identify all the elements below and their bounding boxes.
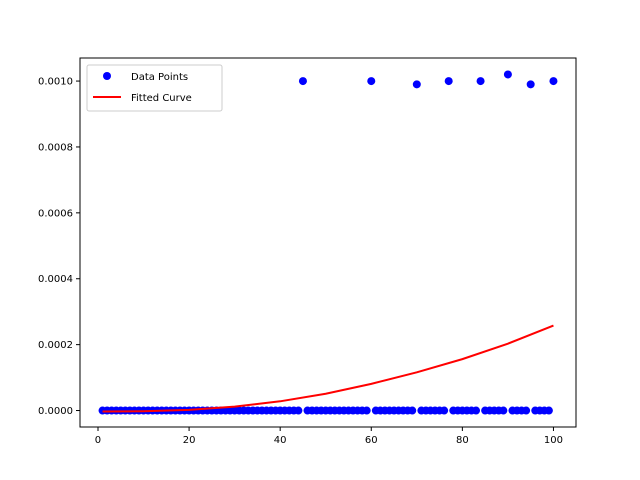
y-tick-label: 0.0002 <box>38 340 73 351</box>
data-point <box>440 406 449 415</box>
legend-label-data-points: Data Points <box>131 72 188 83</box>
y-tick-label: 0.0008 <box>38 142 73 153</box>
data-point <box>522 406 531 415</box>
x-tick-label: 40 <box>274 435 287 446</box>
data-point-high <box>503 70 512 79</box>
y-tick-label: 0.0000 <box>38 406 73 417</box>
x-tick-label: 20 <box>183 435 196 446</box>
axes: 0 20 40 60 80 100 0.0000 0.0002 0.0004 0.0006 0.00… <box>38 57 577 446</box>
y-tick-label: 0.0004 <box>38 274 73 285</box>
data-point <box>408 406 417 415</box>
data-point <box>472 406 481 415</box>
data-point <box>362 406 371 415</box>
axes-frame <box>79 57 577 428</box>
x-tick-label: 0 <box>95 435 101 446</box>
data-point-high <box>298 77 307 86</box>
data-point-high <box>526 80 535 89</box>
data-point <box>544 406 553 415</box>
legend-label-fitted-curve: Fitted Curve <box>131 93 192 104</box>
legend: Data Points Fitted Curve <box>86 64 223 112</box>
data-point-high <box>444 77 453 86</box>
x-tick-label: 100 <box>544 435 563 446</box>
data-point-high <box>549 77 558 86</box>
y-tick-label: 0.0010 <box>38 77 73 88</box>
data-point-high <box>412 80 421 89</box>
plot-area <box>98 70 558 415</box>
data-point-high <box>476 77 485 86</box>
fitted-curve-line <box>102 324 554 413</box>
data-point <box>499 406 508 415</box>
x-tick-label: 60 <box>365 435 378 446</box>
legend-marker-data-points <box>103 72 111 80</box>
x-tick-label: 80 <box>456 435 469 446</box>
y-tick-label: 0.0006 <box>38 208 73 219</box>
data-point-high <box>367 77 376 86</box>
legend-box <box>86 64 223 112</box>
data-point <box>294 406 303 415</box>
